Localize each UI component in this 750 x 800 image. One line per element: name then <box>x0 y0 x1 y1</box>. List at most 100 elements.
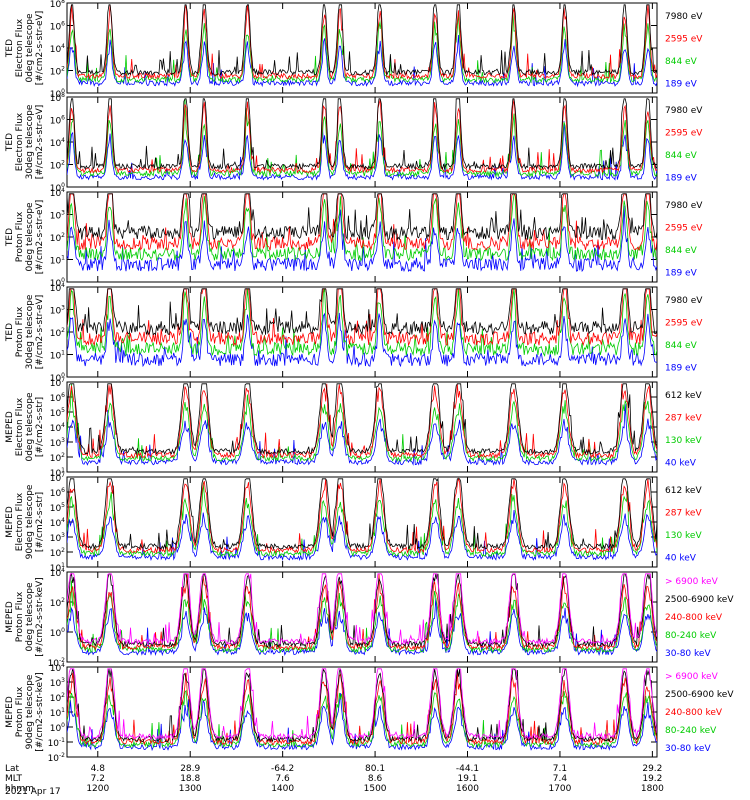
legend-entry: 287 keV <box>665 509 702 519</box>
y-tick-label: 10-1 <box>48 737 66 749</box>
legend-entry: 2595 eV <box>665 319 703 329</box>
legend-entry: 7980 eV <box>665 12 703 22</box>
series-traces <box>67 383 657 466</box>
series-line <box>67 288 657 347</box>
series-line <box>67 573 657 646</box>
y-tick-label: 100 <box>50 372 65 384</box>
y-axis-label: MEPED <box>5 411 15 443</box>
panel-4: 100 101 102 103 104 TED Proton Flux 30deg teles… <box>5 282 703 384</box>
series-line <box>67 121 657 181</box>
series-line <box>67 34 657 88</box>
y-tick-label: 104 <box>50 187 65 199</box>
date-label: 2021 Apr 17 <box>5 787 61 797</box>
x-tick-label: 1200 <box>86 784 109 794</box>
y-axis-label: 30deg telescope <box>25 294 35 369</box>
series-line <box>67 312 657 368</box>
x-tick-label: -44.1 <box>456 764 479 774</box>
y-axis-label: [#/cm2-s-str] <box>35 492 45 552</box>
x-tick-label: 19.1 <box>457 774 477 784</box>
legend-entry: 7980 eV <box>665 106 703 116</box>
series-line <box>67 98 657 175</box>
x-tick-label: 4.8 <box>91 764 106 774</box>
y-axis-label: [#/cm2-s-str-eV] <box>35 295 45 370</box>
legend-entry: 30-80 keV <box>665 744 711 754</box>
x-row-label: MLT <box>5 774 23 784</box>
series-traces <box>67 572 657 657</box>
legend-entry: 2500-6900 keV <box>665 690 734 700</box>
legend-entry: 844 eV <box>665 57 698 67</box>
y-axis-label: TED <box>5 323 15 342</box>
y-tick-label: 106 <box>50 392 65 404</box>
y-tick-label: 104 <box>50 662 65 674</box>
y-axis-label: 90deg telescope <box>25 674 35 749</box>
panel-5: 101 102 103 104 105 106 107 MEPED Electron Flux 0… <box>5 377 702 479</box>
panel-frame <box>66 571 658 663</box>
series-traces <box>67 667 657 752</box>
x-tick-label: 1500 <box>364 784 387 794</box>
series-traces <box>67 193 657 273</box>
legend-entry: 844 eV <box>665 151 698 161</box>
legend-entry: 240-800 keV <box>665 613 723 623</box>
y-axis-label: Electron Flux <box>15 112 25 171</box>
series-line <box>67 98 657 178</box>
y-tick-label: 104 <box>50 282 65 294</box>
panel-8: 10-2 10-1 100 101 102 103 104 MEPED Proton Flux 9… <box>5 662 734 764</box>
y-axis-label: TED <box>5 133 15 152</box>
series-line <box>67 4 657 80</box>
panel-2: 100 102 104 106 108 TED Electron Flux 30deg tel… <box>5 92 703 194</box>
legend-entry: 130 keV <box>665 436 702 446</box>
series-line <box>67 403 657 466</box>
y-axis-label: 0deg telescope <box>25 13 35 83</box>
series-line <box>67 573 657 651</box>
y-axis-label: [#/cm2-s-str] <box>35 397 45 457</box>
y-axis-label: [#/cm2-s-str-eV] <box>35 105 45 180</box>
y-tick-label: 105 <box>50 407 65 419</box>
y-tick-label: 102 <box>50 692 65 704</box>
x-tick-label: 7.2 <box>91 774 105 784</box>
y-tick-label: 105 <box>50 502 65 514</box>
legend-entry: 80-240 keV <box>665 631 717 641</box>
y-tick-label: 10-2 <box>48 657 66 669</box>
series-line <box>67 477 657 554</box>
y-tick-label: 102 <box>50 160 65 172</box>
y-axis-label: MEPED <box>5 506 15 538</box>
series-line <box>67 383 657 460</box>
y-tick-label: 107 <box>50 377 65 389</box>
y-tick-label: 103 <box>50 677 65 689</box>
legend-entry: 189 eV <box>665 80 698 90</box>
y-axis-label: Electron Flux <box>15 492 25 551</box>
y-tick-label: 100 <box>50 277 65 289</box>
legend-entry: 130 keV <box>665 531 702 541</box>
panel-7: 10-2 100 102 104 MEPED Proton Flux 0deg telesc… <box>5 567 734 669</box>
legend-entry: 30-80 keV <box>665 649 711 659</box>
y-axis-label: Electron Flux <box>15 18 25 77</box>
series-line <box>67 597 657 657</box>
y-tick-label: 102 <box>50 232 65 244</box>
y-tick-label: 104 <box>50 137 65 149</box>
series-line <box>67 288 657 357</box>
legend-entry: 189 eV <box>665 269 698 279</box>
y-axis-label: TED <box>5 228 15 247</box>
y-axis-label: Electron Flux <box>15 397 25 456</box>
x-row-label: hhmm <box>5 784 34 794</box>
x-tick-label: 1400 <box>271 784 294 794</box>
y-axis-label: [#/cm2-s-str-keV] <box>35 577 45 656</box>
x-tick-label: 80.1 <box>365 764 385 774</box>
y-tick-label: 100 <box>50 722 65 734</box>
legend-entry: 80-240 keV <box>665 726 717 736</box>
series-line <box>67 288 657 336</box>
x-tick-label: 19.2 <box>642 774 662 784</box>
y-tick-label: 104 <box>50 567 65 579</box>
y-axis-label: [#/cm2-s-str-keV] <box>35 672 45 751</box>
x-tick-label: 7.1 <box>553 764 567 774</box>
y-tick-label: 10-2 <box>48 752 66 764</box>
panel-3: 100 101 102 103 104 TED Proton Flux 0deg telesc… <box>5 187 703 289</box>
legend-entry: 2595 eV <box>665 129 703 139</box>
y-axis-label: Proton Flux <box>15 591 25 642</box>
y-tick-label: 108 <box>50 0 65 10</box>
y-tick-label: 104 <box>50 43 65 55</box>
legend-entry: 2595 eV <box>665 224 703 234</box>
x-tick-label: 7.4 <box>553 774 568 784</box>
legend-entry: 7980 eV <box>665 296 703 306</box>
